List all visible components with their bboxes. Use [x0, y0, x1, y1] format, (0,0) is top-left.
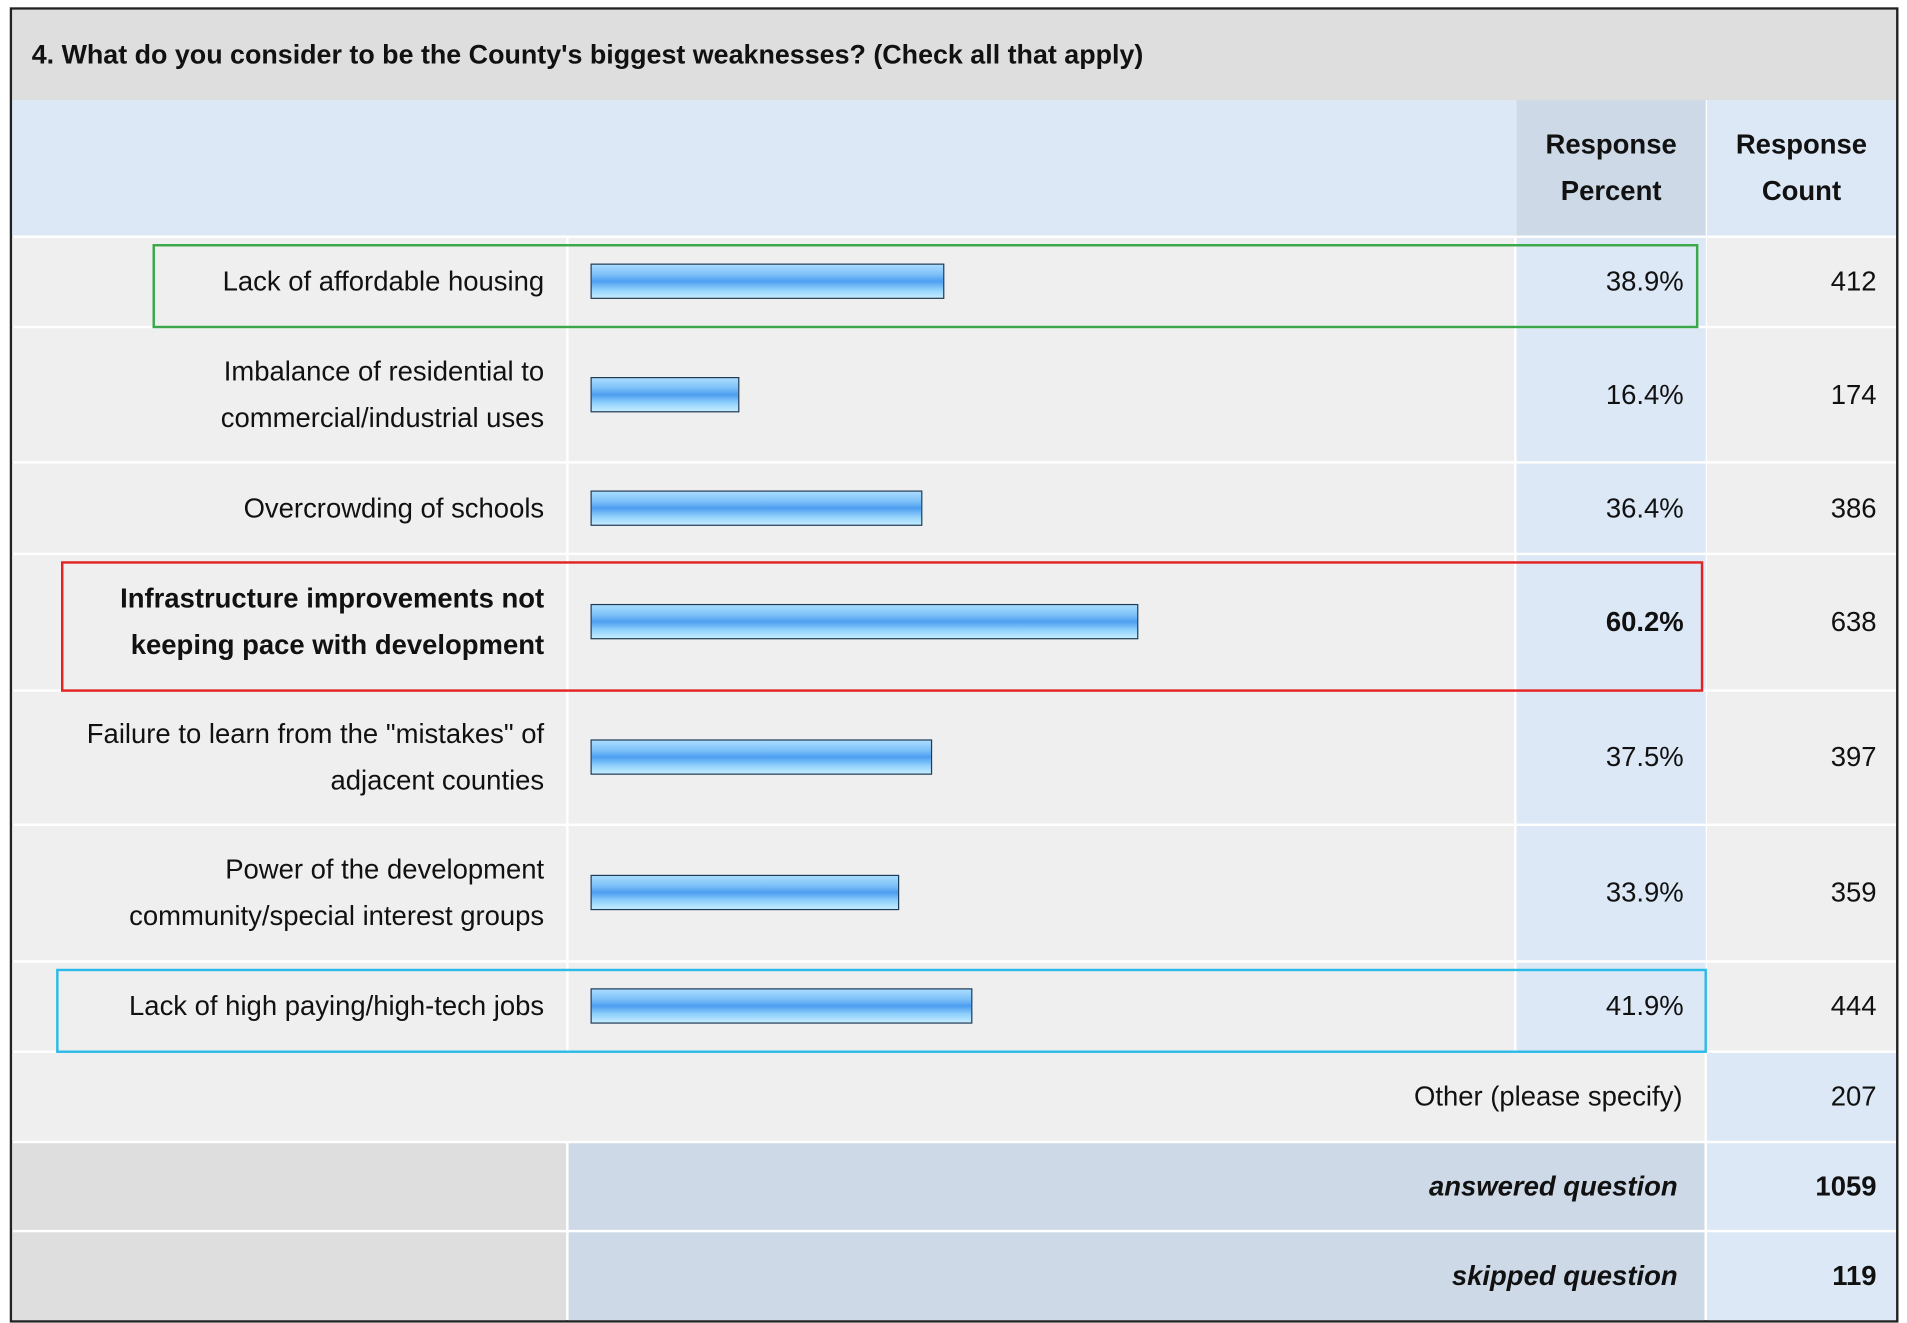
footer-blank: [12, 1232, 567, 1321]
header-percent: Response Percent: [1516, 100, 1706, 236]
bar: [590, 489, 922, 526]
response-percent: 41.9%: [1516, 962, 1706, 1051]
other-label: Other (please specify): [12, 1052, 1705, 1141]
highlight-box: [152, 244, 1699, 329]
row-label: Lack of affordable housing: [12, 237, 567, 326]
row-label: Failure to learn from the "mistakes" of …: [12, 691, 567, 824]
skipped-count: 119: [1706, 1232, 1897, 1321]
response-count: 444: [1706, 962, 1897, 1051]
bar: [590, 988, 972, 1024]
response-percent: 37.5%: [1516, 691, 1706, 824]
header-count: Response Count: [1706, 100, 1897, 236]
response-count: 386: [1706, 463, 1897, 553]
row-label: Infrastructure improvements not keeping …: [12, 555, 567, 690]
row-label: Lack of high paying/high-tech jobs: [12, 962, 567, 1051]
footer-blank: [12, 1143, 567, 1230]
row-label: Overcrowding of schools: [12, 463, 567, 553]
bar: [590, 263, 945, 299]
bar: [590, 874, 900, 911]
response-percent: 60.2%: [1516, 555, 1706, 690]
skipped-label: skipped question: [568, 1232, 1705, 1321]
response-percent: 16.4%: [1516, 328, 1706, 462]
response-count: 397: [1706, 691, 1897, 824]
answered-label: answered question: [568, 1143, 1705, 1230]
row-label: Imbalance of residential to commercial/i…: [12, 328, 567, 462]
response-percent: 38.9%: [1516, 237, 1706, 326]
header-blank: [12, 100, 1517, 236]
other-count: 207: [1706, 1052, 1897, 1141]
response-count: 638: [1706, 555, 1897, 690]
response-count: 359: [1706, 826, 1897, 961]
response-count: 412: [1706, 237, 1897, 326]
row-label: Power of the development community/speci…: [12, 826, 567, 961]
answered-count: 1059: [1706, 1143, 1897, 1230]
question-title: 4. What do you consider to be the County…: [12, 9, 1897, 101]
bar: [590, 603, 1139, 640]
bar: [590, 376, 740, 412]
highlight-box: [56, 968, 1707, 1053]
response-percent: 36.4%: [1516, 463, 1706, 553]
response-percent: 33.9%: [1516, 826, 1706, 961]
response-count: 174: [1706, 328, 1897, 462]
highlight-box: [61, 561, 1704, 692]
bar: [590, 739, 932, 775]
